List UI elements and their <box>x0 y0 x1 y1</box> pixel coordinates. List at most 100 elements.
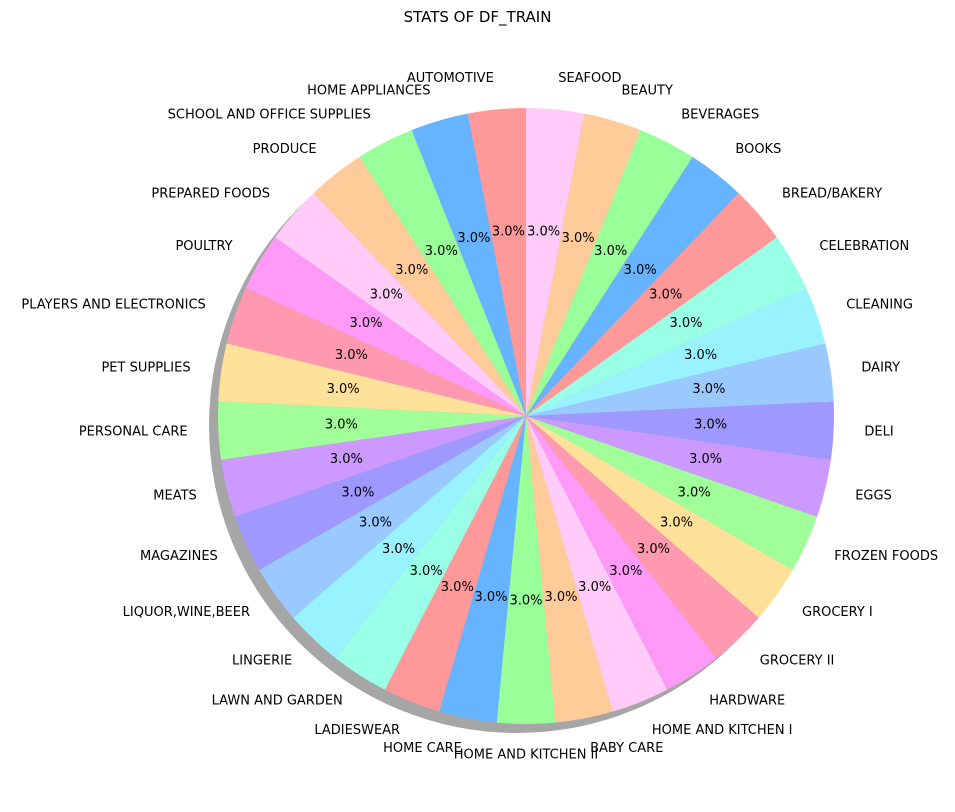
slice-category-label: GROCERY II <box>760 654 835 669</box>
slice-category-label: LIQUOR,WINE,BEER <box>123 605 250 620</box>
pie-slice <box>335 416 526 690</box>
pie-slice <box>526 288 826 416</box>
pie-slice <box>384 416 526 712</box>
pie-slice <box>234 416 526 570</box>
slice-category-label: EGGS <box>855 488 892 503</box>
pie-slice <box>226 288 526 416</box>
pie-slice <box>221 416 526 517</box>
slice-category-label: PET SUPPLIES <box>101 360 190 375</box>
slice-percent-label: 3.0% <box>359 516 392 531</box>
slice-percent-label: 3.0% <box>692 382 725 397</box>
slice-category-label: HOME CARE <box>383 741 462 756</box>
pie-slice <box>259 416 526 618</box>
slice-percent-label: 3.0% <box>395 263 428 278</box>
slice-percent-label: 3.0% <box>492 225 525 240</box>
pie-slice <box>526 416 759 659</box>
slice-percent-label: 3.0% <box>325 417 358 432</box>
slice-category-label: LAWN AND GARDEN <box>212 694 343 709</box>
slice-percent-label: 3.0% <box>649 288 682 303</box>
pie-slice <box>526 416 793 618</box>
slice-percent-label: 3.0% <box>349 316 382 331</box>
slice-percent-label: 3.0% <box>474 590 507 605</box>
slice-category-label: BABY CARE <box>590 741 663 756</box>
slice-percent-label: 3.0% <box>335 348 368 363</box>
slice-percent-label: 3.0% <box>509 593 542 608</box>
pie-slice <box>526 416 831 517</box>
slice-percent-label: 3.0% <box>425 244 458 259</box>
pie-slice <box>526 130 693 416</box>
slice-percent-label: 3.0% <box>562 231 595 246</box>
pie-slice <box>526 401 834 460</box>
slice-percent-label: 3.0% <box>609 564 642 579</box>
pie-slice <box>496 416 556 724</box>
slice-category-label: CELEBRATION <box>819 239 909 254</box>
pie-slice <box>467 108 526 416</box>
slice-category-label: BREAD/BAKERY <box>782 187 882 202</box>
slice-category-label: MAGAZINES <box>140 549 218 564</box>
pie-slice <box>293 416 526 659</box>
slice-category-label: BEVERAGES <box>681 107 759 122</box>
slice-percent-label: 3.0% <box>327 382 360 397</box>
pie-slice <box>526 108 585 416</box>
slice-category-label: HARDWARE <box>709 694 785 709</box>
slice-category-label: POULTRY <box>175 239 232 254</box>
slice-category-label: FROZEN FOODS <box>834 549 938 564</box>
slice-percent-label: 3.0% <box>594 244 627 259</box>
slice-percent-label: 3.0% <box>341 485 374 500</box>
pie-slice <box>526 343 834 416</box>
pie-slice <box>313 156 526 416</box>
pie-slice <box>218 343 526 416</box>
slice-category-label: GROCERY I <box>802 605 873 620</box>
pie-slices <box>217 108 834 724</box>
pie-slice <box>526 237 807 416</box>
slice-percent-label: 3.0% <box>370 288 403 303</box>
slice-percent-label: 3.0% <box>544 590 577 605</box>
slice-category-label: CLEANING <box>846 298 913 313</box>
slice-category-label: HOME APPLIANCES <box>307 83 430 98</box>
slice-percent-label: 3.0% <box>624 263 657 278</box>
slice-category-label: PREPARED FOODS <box>151 187 270 202</box>
slice-percent-label: 3.0% <box>637 542 670 557</box>
slice-category-label: HOME AND KITCHEN I <box>652 723 793 738</box>
slice-percent-label: 3.0% <box>330 452 363 467</box>
slice-percent-label: 3.0% <box>660 516 693 531</box>
slice-percent-label: 3.0% <box>410 564 443 579</box>
slice-category-label: MEATS <box>153 488 197 503</box>
pie-slice <box>245 237 526 416</box>
chart-title: STATS OF DF_TRAIN <box>403 8 552 26</box>
pie-slice <box>526 416 818 570</box>
pie-slice <box>526 416 717 690</box>
slice-category-label: LADIESWEAR <box>314 723 400 738</box>
slice-category-label: PERSONAL CARE <box>79 425 188 440</box>
percent-labels: 3.0%3.0%3.0%3.0%3.0%3.0%3.0%3.0%3.0%3.0%… <box>325 225 727 609</box>
pie-slice <box>526 416 613 723</box>
slice-category-label: SEAFOOD <box>558 71 621 86</box>
slice-percent-label: 3.0% <box>441 580 474 595</box>
slice-category-label: BEAUTY <box>622 83 673 98</box>
slice-percent-label: 3.0% <box>689 452 722 467</box>
slice-percent-label: 3.0% <box>527 225 560 240</box>
slice-category-label: AUTOMOTIVE <box>407 71 494 86</box>
slice-category-label: BOOKS <box>735 142 781 157</box>
slice-percent-label: 3.0% <box>694 417 727 432</box>
slice-category-label: LINGERIE <box>232 654 292 669</box>
slice-percent-label: 3.0% <box>678 485 711 500</box>
pie-slice <box>275 193 526 416</box>
pie-slice <box>411 113 526 416</box>
slice-category-label: DAIRY <box>861 360 900 375</box>
pie-slice <box>439 416 526 723</box>
slice-percent-label: 3.0% <box>382 542 415 557</box>
slice-percent-label: 3.0% <box>578 580 611 595</box>
pie-slice <box>526 416 668 712</box>
pie-slice <box>526 113 641 416</box>
pie-slice <box>217 401 526 460</box>
slice-category-label: DELI <box>864 425 893 440</box>
slice-percent-label: 3.0% <box>457 231 490 246</box>
pie-slice <box>526 193 777 416</box>
slice-category-label: PLAYERS AND ELECTRONICS <box>21 298 205 313</box>
slice-category-label: SCHOOL AND OFFICE SUPPLIES <box>168 107 371 122</box>
slice-percent-label: 3.0% <box>669 316 702 331</box>
pie-slice <box>359 130 526 416</box>
